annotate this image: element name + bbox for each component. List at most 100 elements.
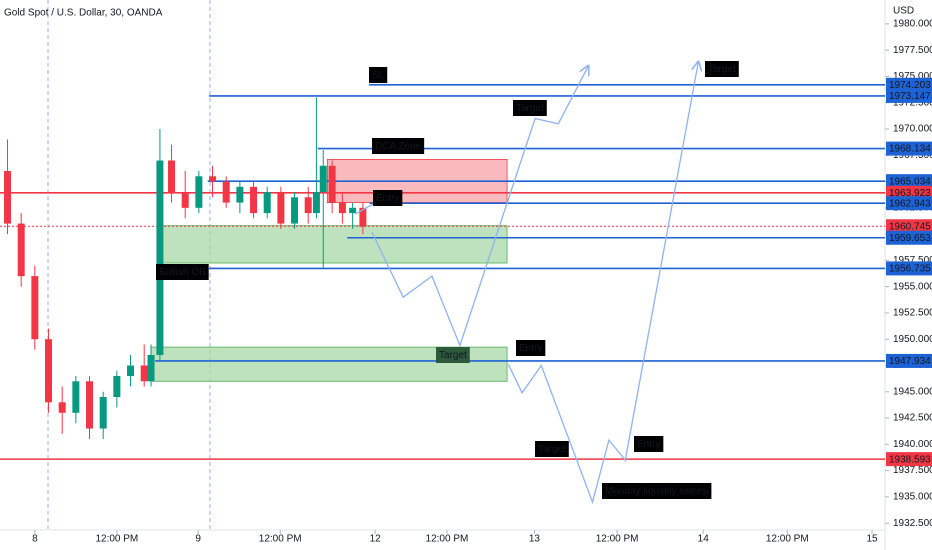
x-tick-label: 12:00 PM	[259, 534, 302, 545]
candle-body	[86, 381, 94, 429]
y-tick-label: 1932.500	[893, 518, 932, 529]
candle-body	[127, 365, 135, 377]
y-tick-label: 1955.000	[893, 281, 932, 292]
x-tick-label: 12:00 PM	[95, 534, 138, 545]
candle-body	[277, 192, 285, 224]
annotation: Entry	[376, 193, 399, 204]
y-tick-label: 1935.000	[893, 492, 932, 503]
price-level-box	[886, 141, 932, 156]
candle-body	[195, 176, 203, 208]
price-level-box	[886, 452, 932, 467]
candle-body	[349, 207, 357, 214]
price-level-label: 1956.735	[889, 264, 931, 275]
annotation: SL	[372, 70, 385, 81]
price-level-box	[886, 230, 932, 245]
candle-body	[17, 223, 25, 277]
annotation: Target	[439, 350, 467, 361]
x-tick-label: 12:00 PM	[596, 534, 639, 545]
price-level-label: 1960.745	[889, 221, 931, 232]
annotation: DCA Zone	[375, 141, 422, 152]
candle-body	[319, 165, 327, 193]
price-level-box	[886, 88, 932, 103]
annotation: Entry	[637, 439, 660, 450]
price-level-label: 1963.923	[889, 188, 931, 199]
price-level-label: 1965.034	[889, 176, 931, 187]
candle-body	[45, 339, 53, 403]
annotations: SL DCA Zone Entry Bullish OB Target Entry Targ…	[156, 61, 739, 499]
candle-body	[113, 376, 121, 398]
annotation-box	[535, 441, 569, 457]
price-level-box	[886, 196, 932, 211]
price-level-label: 1962.943	[889, 198, 931, 209]
annotation-box	[513, 100, 547, 116]
candle-body	[4, 171, 12, 224]
candle-body	[209, 176, 217, 182]
candles	[4, 97, 367, 440]
annotation-box	[373, 190, 403, 206]
price-level-box	[886, 77, 932, 92]
candle-body	[31, 276, 39, 340]
candle-body	[291, 197, 299, 224]
x-tick-label: 12:00 PM	[766, 534, 809, 545]
candle-body	[156, 160, 164, 355]
y-tick-label: 1970.000	[893, 124, 932, 135]
y-tick-label: 1975.000	[893, 71, 932, 82]
annotation-box	[705, 61, 739, 77]
y-tick-label: 1977.500	[893, 45, 932, 56]
price-level-label: 1974.203	[889, 80, 931, 91]
x-tick-label: 12	[370, 534, 382, 545]
zone	[157, 225, 508, 264]
projection-path	[507, 62, 698, 505]
annotation: Bullish OB	[159, 267, 206, 278]
x-tick-label: 14	[698, 534, 710, 545]
x-tick-label: 9	[195, 534, 201, 545]
price-level-label: 1968.134	[889, 144, 931, 155]
annotation: Entry	[519, 343, 542, 354]
candle-body	[338, 202, 346, 214]
annotation-box	[156, 264, 209, 280]
candle-body	[304, 197, 312, 214]
y-tick-label: 1942.500	[893, 413, 932, 424]
y-tick-label: 1980.000	[893, 19, 932, 30]
levels	[0, 83, 885, 460]
x-tick-label: 13	[529, 534, 541, 545]
annotation-box	[372, 138, 425, 154]
y-tick-label: 1950.000	[893, 334, 932, 345]
price-level-box	[886, 219, 932, 234]
y-axis-label: USD	[893, 6, 914, 17]
x-tick-label: 15	[866, 534, 878, 545]
x-tick-label: 8	[32, 534, 38, 545]
candle-body	[222, 181, 230, 203]
candle-body	[181, 192, 189, 208]
y-tick-label: 1937.500	[893, 465, 932, 476]
candle-body	[99, 397, 107, 429]
candle-body	[168, 160, 176, 193]
price-level-box	[886, 261, 932, 276]
y-tick-label: 1940.000	[893, 439, 932, 450]
candle-body	[147, 354, 155, 382]
price-level-box	[886, 353, 932, 368]
annotation-box	[516, 340, 546, 356]
annotation: Target	[708, 64, 736, 75]
annotation-box	[634, 436, 664, 452]
candle-body	[328, 165, 336, 203]
candle-body	[312, 192, 320, 214]
chart-title: Gold Spot / U.S. Dollar, 30, OANDA	[4, 8, 163, 19]
candle-body	[236, 186, 244, 203]
y-tick-label: 1952.500	[893, 308, 932, 319]
y-tick-label: 1945.000	[893, 386, 932, 397]
candle-body	[140, 365, 148, 382]
axes: 1932.500 1935.000 1937.500 1940.000 1942.500…	[32, 19, 932, 545]
y-tick-label: 1957.500	[893, 255, 932, 266]
projection-path	[371, 66, 589, 348]
candle-body	[250, 186, 258, 214]
price-level-box	[886, 174, 932, 189]
price-level-label: 1938.593	[889, 454, 931, 465]
candle-body	[263, 192, 271, 214]
candle-body	[58, 402, 66, 413]
annotation: Monday liquidity sweep	[605, 486, 709, 497]
annotation: Target	[538, 444, 566, 455]
annotation-box	[602, 483, 712, 499]
